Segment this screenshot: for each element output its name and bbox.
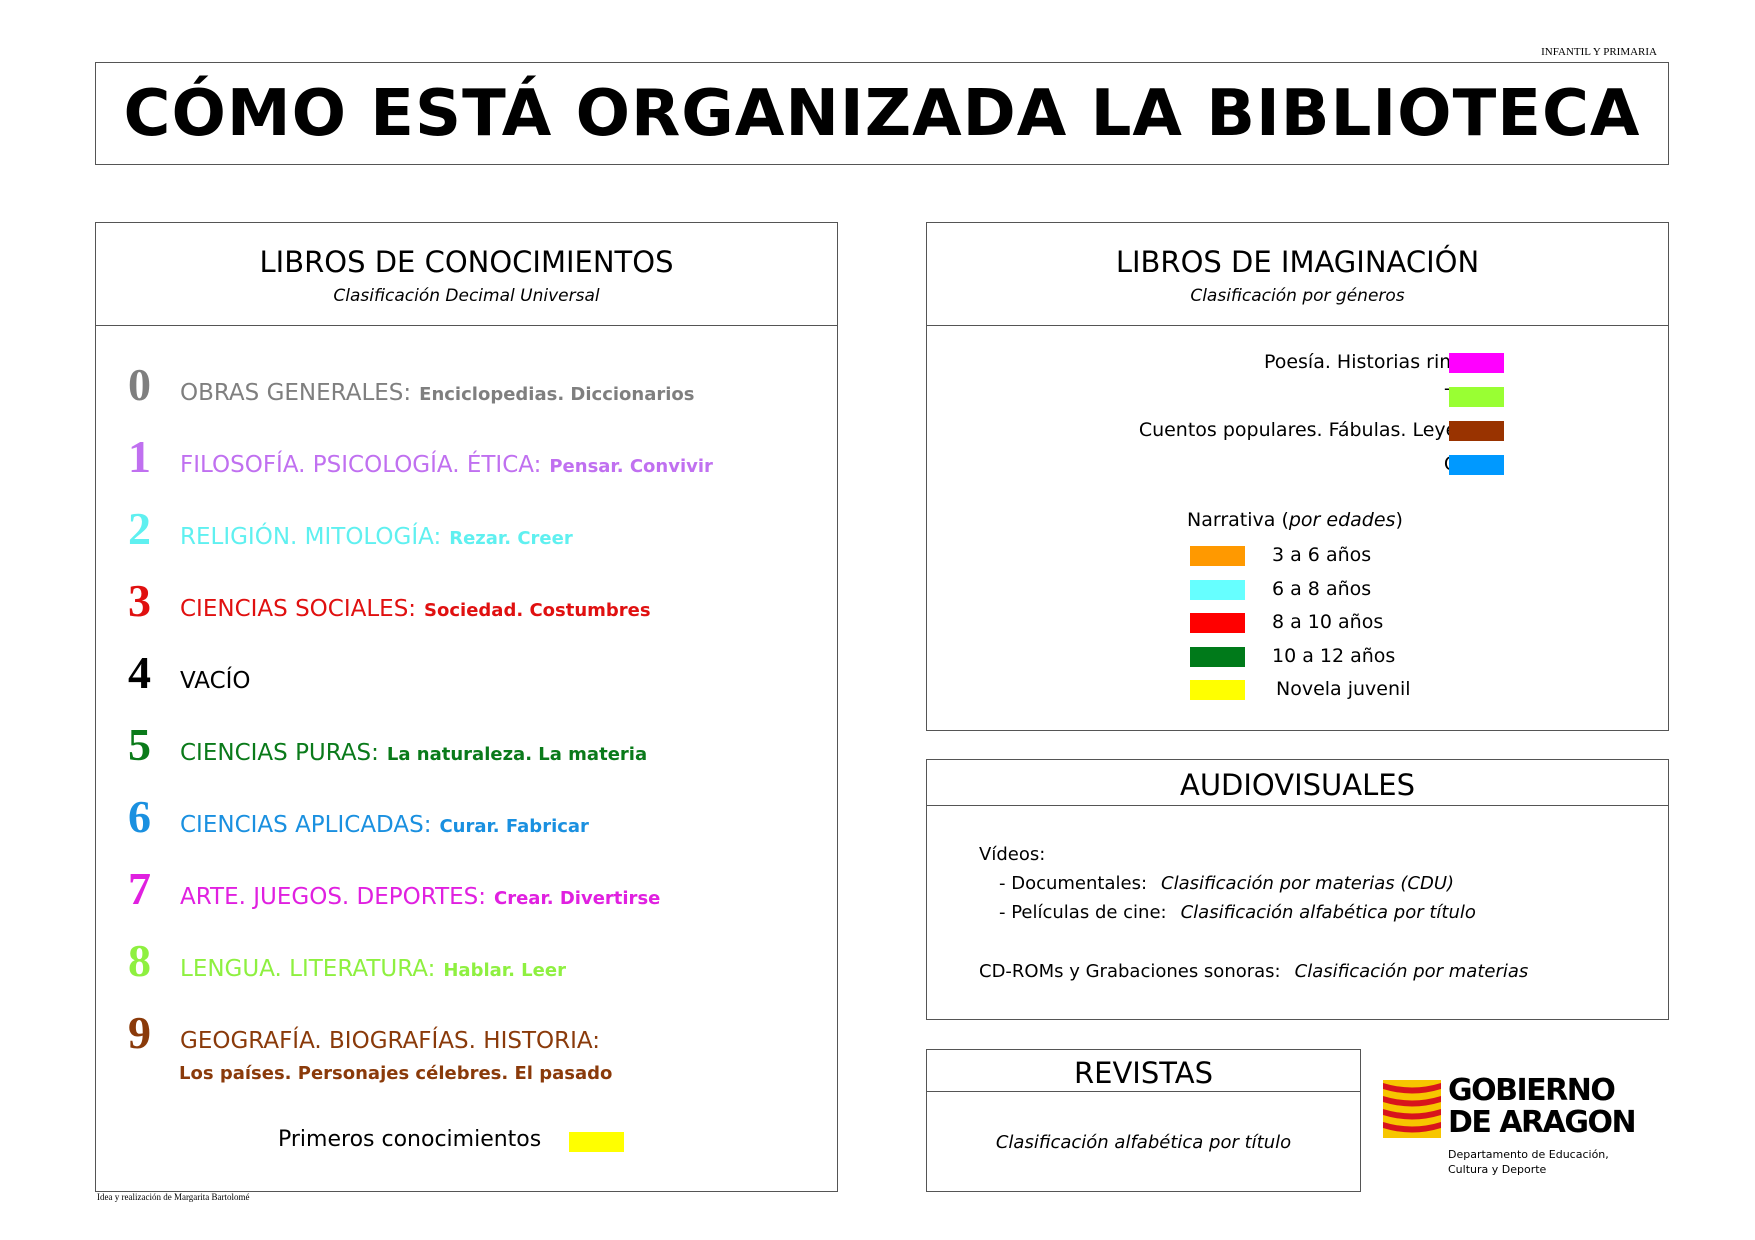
cdu-category: VACÍO xyxy=(180,668,251,694)
footer-credit: Idea y realización de Margarita Bartolom… xyxy=(97,1192,250,1202)
conocimientos-subtitle: Clasificación Decimal Universal xyxy=(333,286,600,306)
cdu-row-9: 9 GEOGRAFÍA. BIOGRAFÍAS. HISTORIA: xyxy=(128,1006,600,1059)
aragon-flag-icon xyxy=(1383,1080,1441,1138)
conocimientos-panel: LIBROS DE CONOCIMIENTOS Clasificación De… xyxy=(95,222,838,1192)
genre-swatch xyxy=(1449,455,1504,475)
cdu-description: Hablar. Leer xyxy=(443,960,566,981)
cdu-description: Curar. Fabricar xyxy=(439,816,589,837)
cdu-row-0: 0 OBRAS GENERALES: Enciclopedias. Dicciona… xyxy=(128,358,695,411)
cdu-number: 4 xyxy=(128,647,151,698)
age-label: 10 a 12 años xyxy=(1272,644,1396,667)
age-label: Novela juvenil xyxy=(1276,678,1411,700)
age-swatch xyxy=(1190,579,1245,600)
header-divider xyxy=(927,805,1668,806)
cdu-category: ARTE. JUEGOS. DEPORTES: xyxy=(180,884,486,910)
revistas-text: Clasificación alfabética por título xyxy=(995,1132,1292,1153)
genre-swatch xyxy=(1449,387,1504,407)
primeros-swatch xyxy=(569,1132,624,1152)
genre-swatch xyxy=(1449,421,1504,441)
genre-label: Poesía. Historias rimadas xyxy=(1263,351,1503,373)
age-swatch xyxy=(1190,680,1245,700)
cdu-description: La naturaleza. La materia xyxy=(386,744,648,765)
cdu-category: GEOGRAFÍA. BIOGRAFÍAS. HISTORIA: xyxy=(180,1028,600,1054)
conocimientos-title: LIBROS DE CONOCIMIENTOS xyxy=(259,245,674,279)
age-swatch xyxy=(1190,646,1245,667)
cdu-category: LENGUA. LITERATURA: xyxy=(180,956,436,982)
cdu-row-6: 6 CIENCIAS APLICADAS: Curar. Fabricar xyxy=(128,790,589,843)
cdu-category: CIENCIAS SOCIALES: xyxy=(180,596,417,622)
audiovisuales-panel: AUDIOVISUALES Vídeos: - Documentales: Cla… xyxy=(926,759,1669,1020)
header-divider xyxy=(96,325,837,326)
cdu-number: 5 xyxy=(128,719,151,770)
cdu-number: 3 xyxy=(128,575,151,626)
header-divider xyxy=(927,325,1668,326)
page-title: CÓMO ESTÁ ORGANIZADA LA BIBLIOTECA xyxy=(123,77,1641,151)
genre-swatch xyxy=(1449,353,1504,373)
cdu-number: 6 xyxy=(128,791,151,842)
cdu-category: OBRAS GENERALES: xyxy=(180,380,412,406)
cdu-description: Crear. Divertirse xyxy=(494,888,661,909)
cdu-number: 7 xyxy=(128,863,151,914)
cdu-number: 0 xyxy=(128,359,151,410)
primeros-conocimientos: Primeros conocimientos xyxy=(278,1127,542,1152)
genre-label: Cuentos populares. Fábulas. Leyendas xyxy=(1138,419,1503,441)
line-value: Clasificación por materias (CDU) xyxy=(1161,873,1455,894)
header-divider xyxy=(927,1091,1360,1092)
cdu-row-2: 2 RELIGIÓN. MITOLOGÍA: Rezar. Creer xyxy=(128,502,573,555)
imaginacion-panel: LIBROS DE IMAGINACIÓN Clasificación por … xyxy=(926,222,1669,731)
documentales-line: - Documentales: Clasificación por materia… xyxy=(999,873,1454,894)
age-swatch xyxy=(1190,613,1245,633)
cdu-row-1: 1 FILOSOFÍA. PSICOLOGÍA. ÉTICA: Pensar. Co… xyxy=(128,430,713,483)
age-label: 3 a 6 años xyxy=(1272,544,1372,566)
narrativa-end: ) xyxy=(1395,509,1403,531)
cdu-number: 1 xyxy=(128,431,151,482)
line-value: Clasificación alfabética por título xyxy=(1180,902,1476,923)
narrativa-text: Narrativa ( xyxy=(1187,509,1289,531)
gobierno-aragon-logo: GOBIERNO DE ARAGON Departamento de Educa… xyxy=(1383,1075,1663,1185)
imaginacion-title: LIBROS DE IMAGINACIÓN xyxy=(1115,245,1480,279)
cdu-number: 2 xyxy=(128,503,151,554)
logo-line1: GOBIERNO xyxy=(1448,1073,1616,1108)
level-note: INFANTIL Y PRIMARIA xyxy=(1541,46,1657,58)
cdu-number: 9 xyxy=(128,1007,151,1058)
cdrom-line: CD-ROMs y Grabaciones sonoras: Clasificac… xyxy=(979,961,1528,982)
cdu-description: Sociedad. Costumbres xyxy=(424,600,651,621)
peliculas-line: - Películas de cine: Clasificación alfabé… xyxy=(999,902,1476,923)
videos-label: Vídeos: xyxy=(979,844,1046,865)
narrativa-italic: por edades xyxy=(1288,509,1396,531)
cdu-description: Rezar. Creer xyxy=(449,528,573,549)
line-label: CD-ROMs y Grabaciones sonoras: xyxy=(979,961,1281,982)
line-label: - Documentales: xyxy=(999,873,1148,894)
title-box: CÓMO ESTÁ ORGANIZADA LA BIBLIOTECA xyxy=(95,62,1669,165)
cdu-category: RELIGIÓN. MITOLOGÍA: xyxy=(180,524,442,550)
revistas-panel: REVISTAS Clasificación alfabética por tí… xyxy=(926,1049,1361,1192)
audiovisuales-title: AUDIOVISUALES xyxy=(1179,768,1416,802)
narrativa-label: Narrativa (por edades) xyxy=(1187,509,1403,531)
imaginacion-subtitle: Clasificación por géneros xyxy=(1190,286,1405,306)
cdu-row-7: 7 ARTE. JUEGOS. DEPORTES: Crear. Divertirs… xyxy=(128,862,660,915)
age-label: 6 a 8 años xyxy=(1272,577,1372,600)
age-swatch xyxy=(1190,546,1245,566)
row-9-description: Los países. Personajes célebres. El pasa… xyxy=(179,1063,613,1084)
line-label: - Películas de cine: xyxy=(999,902,1167,923)
cdu-category: CIENCIAS PURAS: xyxy=(180,740,379,766)
cdu-row-5: 5 CIENCIAS PURAS: La naturaleza. La materi… xyxy=(128,718,647,771)
cdu-row-3: 3 CIENCIAS SOCIALES: Sociedad. Costumbres xyxy=(128,574,651,627)
cdu-number: 8 xyxy=(128,935,151,986)
logo-dept2: Cultura y Deporte xyxy=(1448,1163,1547,1176)
cdu-row-4: 4 VACÍO xyxy=(128,646,251,699)
cdu-category: FILOSOFÍA. PSICOLOGÍA. ÉTICA: xyxy=(180,452,542,478)
cdu-row-8: 8 LENGUA. LITERATURA: Hablar. Leer xyxy=(128,934,566,987)
cdu-category: CIENCIAS APLICADAS: xyxy=(180,812,432,838)
logo-line2: DE ARAGON xyxy=(1448,1105,1637,1140)
logo-dept1: Departamento de Educación, xyxy=(1448,1148,1609,1161)
line-value: Clasificación por materias xyxy=(1294,961,1529,982)
revistas-title: REVISTAS xyxy=(1074,1056,1213,1090)
age-label: 8 a 10 años xyxy=(1272,611,1384,633)
cdu-description: Enciclopedias. Diccionarios xyxy=(419,384,695,405)
cdu-description: Pensar. Convivir xyxy=(549,456,713,477)
